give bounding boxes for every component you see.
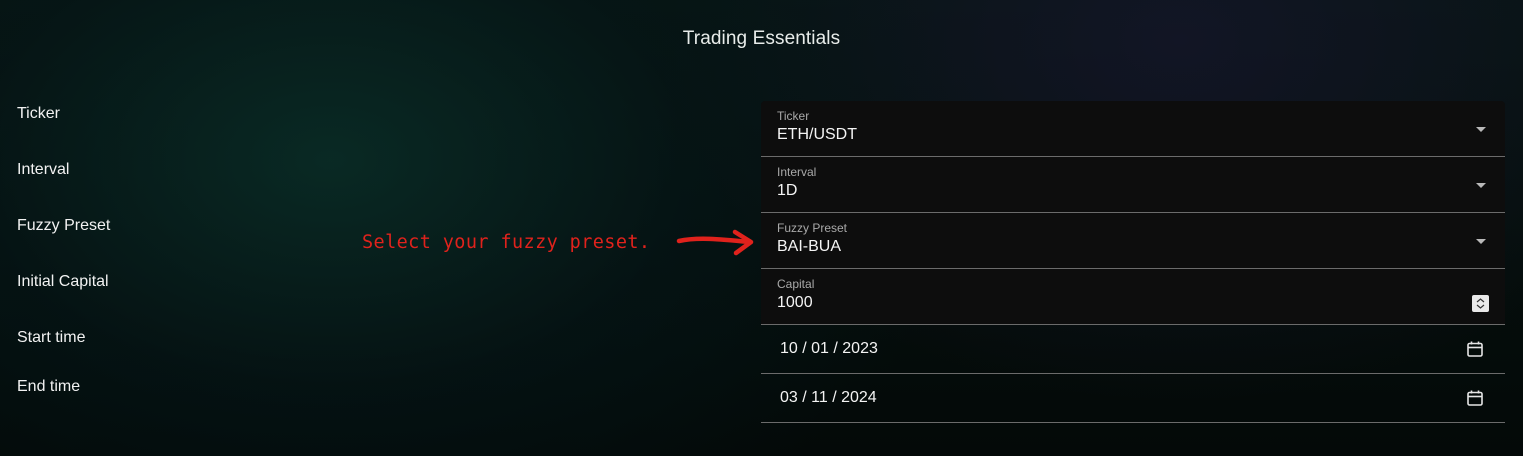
ticker-select[interactable]: Ticker ETH/USDT xyxy=(761,101,1505,157)
end-date-value[interactable]: 03 / 11 / 2024 xyxy=(780,389,877,406)
label-initial-capital: Initial Capital xyxy=(17,273,109,290)
chevron-down-icon[interactable] xyxy=(1476,183,1486,188)
capital-input-value[interactable]: 1000 xyxy=(777,294,813,311)
interval-select-value: 1D xyxy=(777,182,798,199)
capital-input-label: Capital xyxy=(777,277,815,291)
fuzzy-preset-select[interactable]: Fuzzy Preset BAI-BUA xyxy=(761,213,1505,269)
label-end-time: End time xyxy=(17,378,81,395)
calendar-icon[interactable] xyxy=(1466,340,1484,358)
start-date-value[interactable]: 10 / 01 / 2023 xyxy=(780,340,878,357)
capital-input[interactable]: Capital 1000 xyxy=(761,269,1505,325)
fuzzy-preset-select-value: BAI-BUA xyxy=(777,238,842,255)
label-start-time: Start time xyxy=(17,329,86,346)
annotation-text: Select your fuzzy preset. xyxy=(362,232,651,253)
page-title: Trading Essentials xyxy=(682,28,841,49)
ticker-select-value: ETH/USDT xyxy=(777,126,857,143)
fuzzy-preset-select-label: Fuzzy Preset xyxy=(777,221,848,235)
chevron-down-icon[interactable] xyxy=(1476,239,1486,244)
end-date-input[interactable]: 03 / 11 / 2024 xyxy=(761,374,1505,423)
trading-form: Ticker ETH/USDT Interval 1D Fuzzy Preset… xyxy=(761,101,1505,423)
chevron-down-icon[interactable] xyxy=(1476,127,1486,132)
start-date-input[interactable]: 10 / 01 / 2023 xyxy=(761,325,1505,374)
label-fuzzy-preset: Fuzzy Preset xyxy=(17,217,111,234)
label-ticker: Ticker xyxy=(17,105,60,122)
interval-select-label: Interval xyxy=(777,165,817,179)
ticker-select-label: Ticker xyxy=(777,109,810,123)
label-interval: Interval xyxy=(17,161,70,178)
number-stepper-icon[interactable] xyxy=(1472,295,1489,312)
interval-select[interactable]: Interval 1D xyxy=(761,157,1505,213)
calendar-icon[interactable] xyxy=(1466,389,1484,407)
arrow-right-icon xyxy=(676,229,754,256)
